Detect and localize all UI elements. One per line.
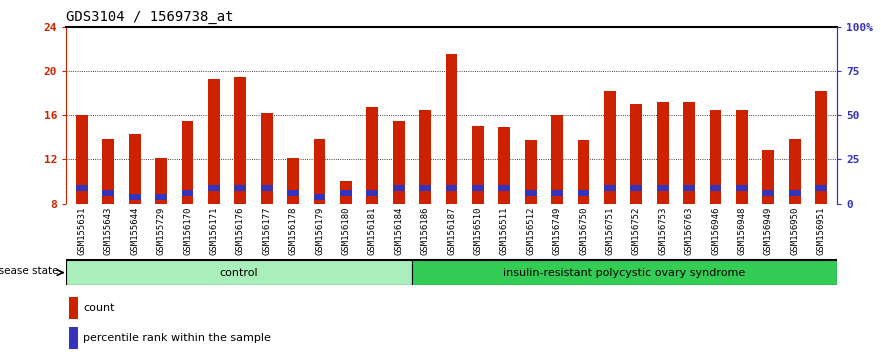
Text: GSM155729: GSM155729 bbox=[157, 206, 166, 255]
Bar bbox=[234, 185, 247, 192]
Text: GSM156181: GSM156181 bbox=[367, 206, 377, 255]
Bar bbox=[656, 185, 669, 192]
Bar bbox=[472, 185, 484, 192]
Text: GSM156178: GSM156178 bbox=[289, 206, 298, 255]
Text: GSM156186: GSM156186 bbox=[420, 206, 430, 255]
Bar bbox=[287, 190, 299, 196]
Bar bbox=[393, 185, 404, 192]
Bar bbox=[314, 194, 325, 200]
Text: GDS3104 / 1569738_at: GDS3104 / 1569738_at bbox=[66, 10, 233, 24]
Bar bbox=[208, 79, 220, 204]
Text: GSM155631: GSM155631 bbox=[78, 206, 86, 255]
Bar bbox=[181, 190, 194, 196]
Text: percentile rank within the sample: percentile rank within the sample bbox=[83, 333, 270, 343]
Bar bbox=[314, 139, 325, 204]
Text: GSM156949: GSM156949 bbox=[764, 206, 773, 255]
Bar bbox=[472, 126, 484, 204]
Bar bbox=[815, 185, 827, 192]
Bar bbox=[446, 185, 457, 192]
Bar bbox=[631, 185, 642, 192]
Bar bbox=[788, 139, 801, 204]
Text: GSM156763: GSM156763 bbox=[685, 206, 693, 255]
Bar bbox=[604, 185, 616, 192]
Bar bbox=[155, 158, 167, 204]
Text: GSM156187: GSM156187 bbox=[447, 206, 456, 255]
Bar bbox=[736, 185, 748, 192]
Bar bbox=[631, 104, 642, 204]
Text: GSM156512: GSM156512 bbox=[526, 206, 536, 255]
Bar bbox=[181, 121, 194, 204]
Bar bbox=[102, 190, 115, 196]
Bar bbox=[499, 185, 510, 192]
Bar bbox=[340, 190, 352, 196]
Text: GSM156950: GSM156950 bbox=[790, 206, 799, 255]
Bar bbox=[340, 181, 352, 204]
Text: control: control bbox=[219, 268, 258, 278]
Text: GSM156180: GSM156180 bbox=[342, 206, 351, 255]
Text: GSM156184: GSM156184 bbox=[394, 206, 403, 255]
Bar bbox=[736, 109, 748, 204]
Text: GSM155644: GSM155644 bbox=[130, 206, 139, 255]
Bar bbox=[578, 141, 589, 204]
Text: GSM156751: GSM156751 bbox=[605, 206, 614, 255]
Bar bbox=[287, 158, 299, 204]
Bar bbox=[366, 190, 378, 196]
Text: GSM156948: GSM156948 bbox=[737, 206, 746, 255]
Bar bbox=[261, 185, 272, 192]
Bar bbox=[709, 185, 722, 192]
Bar bbox=[499, 127, 510, 204]
Text: GSM156750: GSM156750 bbox=[579, 206, 588, 255]
Bar bbox=[419, 185, 431, 192]
Bar bbox=[815, 91, 827, 204]
Text: GSM156752: GSM156752 bbox=[632, 206, 640, 255]
Bar bbox=[69, 297, 78, 319]
Bar bbox=[76, 185, 88, 192]
Bar bbox=[762, 150, 774, 204]
Text: GSM156946: GSM156946 bbox=[711, 206, 720, 255]
Bar bbox=[656, 102, 669, 204]
Bar bbox=[604, 91, 616, 204]
Bar bbox=[234, 78, 247, 204]
Text: GSM156753: GSM156753 bbox=[658, 206, 667, 255]
Text: GSM156171: GSM156171 bbox=[210, 206, 218, 255]
FancyBboxPatch shape bbox=[66, 260, 411, 285]
Bar bbox=[683, 102, 695, 204]
Bar bbox=[762, 190, 774, 196]
Text: GSM156176: GSM156176 bbox=[236, 206, 245, 255]
Text: GSM156510: GSM156510 bbox=[473, 206, 483, 255]
Text: GSM156511: GSM156511 bbox=[500, 206, 509, 255]
Bar bbox=[261, 113, 272, 204]
Bar bbox=[525, 141, 537, 204]
Bar bbox=[129, 134, 141, 204]
Text: GSM156951: GSM156951 bbox=[817, 206, 825, 255]
Bar bbox=[155, 194, 167, 200]
Bar bbox=[129, 194, 141, 200]
Text: disease state: disease state bbox=[0, 266, 58, 276]
Text: count: count bbox=[83, 303, 115, 313]
Text: GSM156177: GSM156177 bbox=[263, 206, 271, 255]
Bar bbox=[525, 190, 537, 196]
Bar bbox=[102, 139, 115, 204]
Text: GSM155643: GSM155643 bbox=[104, 206, 113, 255]
Bar bbox=[76, 115, 88, 204]
Text: GSM156179: GSM156179 bbox=[315, 206, 324, 255]
Bar bbox=[552, 115, 563, 204]
Text: insulin-resistant polycystic ovary syndrome: insulin-resistant polycystic ovary syndr… bbox=[503, 268, 745, 278]
Bar bbox=[578, 190, 589, 196]
Bar bbox=[69, 327, 78, 349]
Bar bbox=[709, 109, 722, 204]
Text: GSM156170: GSM156170 bbox=[183, 206, 192, 255]
Bar bbox=[552, 190, 563, 196]
Bar bbox=[208, 185, 220, 192]
Text: GSM156749: GSM156749 bbox=[552, 206, 561, 255]
FancyBboxPatch shape bbox=[411, 260, 837, 285]
Bar bbox=[419, 109, 431, 204]
Bar bbox=[788, 190, 801, 196]
Bar bbox=[446, 54, 457, 204]
Bar bbox=[683, 185, 695, 192]
Bar bbox=[393, 121, 404, 204]
Bar bbox=[366, 107, 378, 204]
